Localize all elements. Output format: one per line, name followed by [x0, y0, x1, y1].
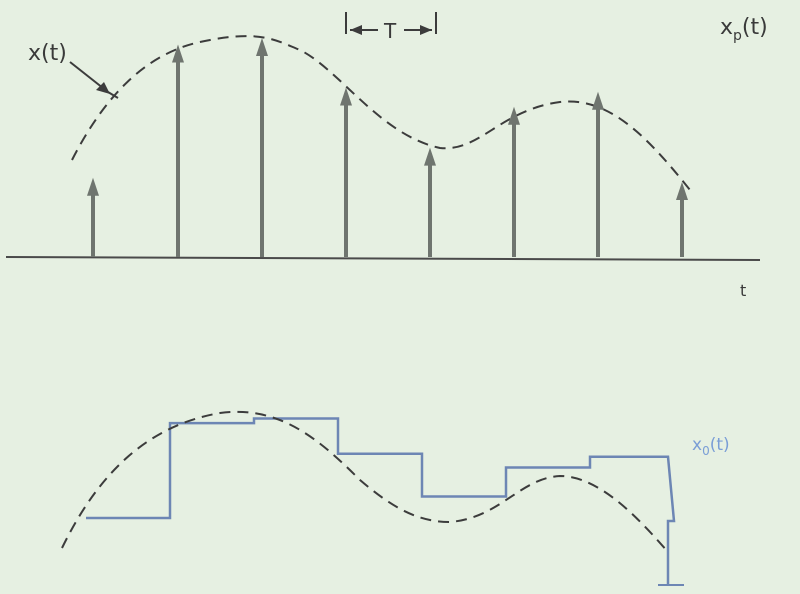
continuous-signal-envelope-lower [61, 410, 669, 553]
impulse-arrow [172, 44, 184, 257]
impulse-arrow [592, 91, 604, 257]
xp-subscript: p [733, 28, 742, 44]
x-of-t-label: x(t) [28, 41, 67, 66]
top-panel: x(t) xp(t) T t [5, 12, 768, 300]
zero-order-hold-staircase [86, 417, 684, 587]
impulse-head [172, 44, 184, 63]
x0-of-t-label: x0(t) [692, 435, 730, 458]
impulse-arrow [676, 182, 688, 257]
impulse-arrow [256, 38, 268, 257]
x0-base: x [692, 435, 702, 455]
time-axis [5, 256, 761, 261]
impulse-head [676, 182, 688, 201]
impulse-arrow [87, 177, 99, 257]
impulse-arrow [424, 147, 436, 257]
impulse-arrow [508, 106, 520, 257]
impulse-head [256, 38, 268, 56]
period-label: T [383, 19, 397, 43]
hold-step-line [86, 417, 676, 586]
x0-subscript: 0 [702, 444, 710, 458]
impulse-arrow [340, 87, 352, 257]
xp-argument: (t) [742, 15, 768, 40]
impulse-head [592, 91, 604, 110]
x0-argument: (t) [710, 435, 730, 455]
impulse-head [424, 147, 436, 166]
x-label-pointer [69, 61, 119, 99]
impulse-head [508, 106, 520, 125]
period-bracket: T [345, 12, 437, 43]
bottom-panel: x0(t) [61, 410, 730, 587]
impulse-head [87, 177, 99, 196]
xp-of-t-label: xp(t) [720, 15, 768, 44]
continuous-signal-envelope [71, 35, 691, 191]
time-axis-label: t [740, 281, 746, 300]
xp-base: x [720, 15, 733, 40]
impulse-head [340, 87, 352, 106]
impulse-train [87, 38, 688, 257]
